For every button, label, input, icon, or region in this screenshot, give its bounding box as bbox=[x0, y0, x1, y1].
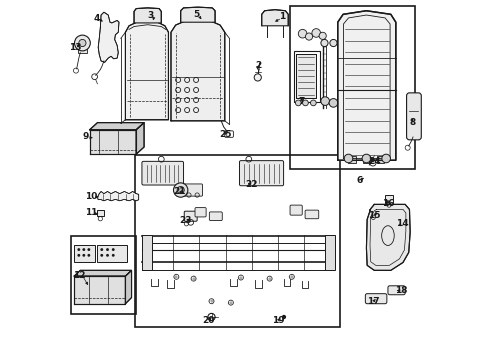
Bar bbox=[325, 234, 335, 270]
FancyBboxPatch shape bbox=[239, 161, 283, 186]
FancyBboxPatch shape bbox=[406, 93, 421, 140]
Circle shape bbox=[362, 154, 370, 163]
Circle shape bbox=[328, 99, 337, 107]
Text: 14: 14 bbox=[395, 219, 408, 228]
Circle shape bbox=[381, 154, 389, 163]
Text: 21: 21 bbox=[173, 187, 185, 196]
Text: 10: 10 bbox=[85, 192, 98, 201]
Circle shape bbox=[106, 248, 109, 251]
Bar bbox=[135, 155, 339, 327]
Circle shape bbox=[77, 254, 80, 257]
Polygon shape bbox=[89, 123, 144, 130]
FancyBboxPatch shape bbox=[289, 205, 302, 215]
FancyBboxPatch shape bbox=[387, 286, 405, 295]
Text: 2: 2 bbox=[255, 61, 262, 70]
Text: 20: 20 bbox=[202, 316, 214, 325]
Text: 25: 25 bbox=[219, 130, 232, 139]
Polygon shape bbox=[366, 204, 409, 270]
Polygon shape bbox=[296, 54, 315, 98]
Circle shape bbox=[302, 100, 308, 106]
FancyBboxPatch shape bbox=[209, 212, 222, 221]
Circle shape bbox=[320, 97, 329, 105]
Text: 18: 18 bbox=[394, 286, 407, 295]
Circle shape bbox=[87, 248, 90, 251]
Text: 15: 15 bbox=[367, 211, 380, 220]
Bar bbox=[290, 6, 414, 169]
Polygon shape bbox=[125, 21, 168, 120]
Polygon shape bbox=[89, 130, 136, 154]
Text: 1: 1 bbox=[279, 12, 285, 21]
Circle shape bbox=[281, 315, 285, 319]
Circle shape bbox=[100, 254, 103, 257]
Text: 4: 4 bbox=[93, 14, 100, 23]
Polygon shape bbox=[261, 10, 287, 26]
FancyBboxPatch shape bbox=[305, 210, 318, 219]
Circle shape bbox=[310, 100, 316, 106]
Circle shape bbox=[77, 248, 80, 251]
Circle shape bbox=[329, 40, 336, 46]
FancyBboxPatch shape bbox=[142, 161, 183, 185]
Circle shape bbox=[254, 74, 261, 81]
Text: 24: 24 bbox=[367, 157, 380, 166]
Text: 9: 9 bbox=[82, 132, 89, 141]
Circle shape bbox=[298, 30, 306, 38]
Text: 8: 8 bbox=[408, 118, 415, 127]
Bar bbox=[293, 51, 319, 102]
Polygon shape bbox=[98, 12, 119, 62]
Polygon shape bbox=[337, 11, 395, 160]
Polygon shape bbox=[171, 19, 224, 121]
Text: 5: 5 bbox=[193, 10, 199, 19]
Text: 22: 22 bbox=[245, 180, 257, 189]
Circle shape bbox=[295, 100, 301, 106]
Text: 16: 16 bbox=[381, 199, 393, 208]
Bar bbox=[78, 45, 87, 53]
Bar bbox=[362, 156, 369, 163]
Circle shape bbox=[106, 254, 109, 257]
Circle shape bbox=[82, 254, 85, 257]
Circle shape bbox=[177, 186, 184, 194]
Circle shape bbox=[82, 248, 85, 251]
Circle shape bbox=[87, 254, 90, 257]
Text: 17: 17 bbox=[366, 297, 378, 306]
Text: 3: 3 bbox=[147, 10, 153, 19]
Bar bbox=[142, 234, 152, 270]
Circle shape bbox=[112, 248, 115, 251]
Text: 13: 13 bbox=[69, 43, 81, 52]
Circle shape bbox=[344, 154, 352, 163]
Circle shape bbox=[319, 32, 325, 40]
Circle shape bbox=[100, 248, 103, 251]
Circle shape bbox=[320, 40, 327, 46]
Polygon shape bbox=[97, 192, 139, 201]
Text: 12: 12 bbox=[72, 270, 85, 279]
Text: 7: 7 bbox=[298, 96, 305, 105]
Circle shape bbox=[305, 33, 312, 40]
FancyBboxPatch shape bbox=[182, 184, 202, 196]
Polygon shape bbox=[134, 8, 161, 23]
FancyBboxPatch shape bbox=[195, 208, 206, 217]
Polygon shape bbox=[180, 7, 215, 22]
Circle shape bbox=[173, 183, 187, 197]
Bar bbox=[74, 244, 95, 262]
Bar bbox=[384, 195, 392, 204]
Text: 6: 6 bbox=[355, 176, 362, 185]
Circle shape bbox=[112, 254, 115, 257]
Bar bbox=[97, 211, 104, 216]
Bar bbox=[368, 209, 376, 217]
Polygon shape bbox=[74, 270, 131, 276]
Polygon shape bbox=[136, 123, 144, 154]
FancyBboxPatch shape bbox=[365, 294, 386, 304]
Bar bbox=[70, 236, 136, 315]
Circle shape bbox=[74, 35, 90, 51]
Bar bbox=[348, 156, 355, 163]
Bar bbox=[376, 156, 384, 163]
Polygon shape bbox=[74, 276, 125, 304]
FancyBboxPatch shape bbox=[184, 211, 197, 221]
Bar bbox=[97, 244, 126, 262]
Circle shape bbox=[311, 29, 320, 37]
Polygon shape bbox=[125, 270, 131, 304]
Text: 23: 23 bbox=[179, 216, 191, 225]
Text: 11: 11 bbox=[85, 208, 98, 217]
Circle shape bbox=[79, 40, 86, 46]
Text: 19: 19 bbox=[272, 316, 285, 325]
